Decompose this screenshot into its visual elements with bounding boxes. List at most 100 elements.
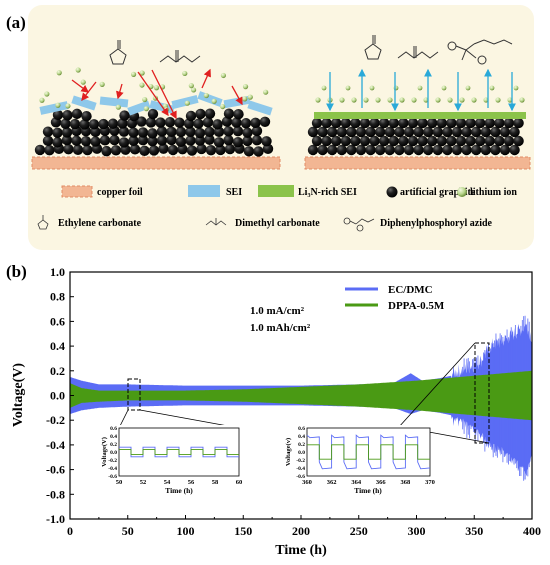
panel-b-label: (b) — [6, 262, 27, 281]
graphite-particle — [398, 117, 409, 129]
inset-x-tick-label: 360 — [302, 479, 312, 486]
graphite-particle — [253, 146, 264, 157]
blue-arrows — [326, 68, 516, 112]
graphite-particle — [427, 135, 438, 147]
graphite-particle — [185, 110, 197, 122]
inset-y-tick-label: 0.0 — [110, 450, 117, 456]
graphite-particle — [194, 127, 206, 139]
y-tick-label: -0.8 — [46, 487, 65, 501]
graphite-particle — [340, 135, 351, 147]
y-tick-label: -0.6 — [46, 463, 65, 477]
graphite-particle — [156, 126, 168, 137]
legend-sei-label: SEI — [226, 187, 242, 198]
graphite-particle — [407, 117, 419, 129]
graphite-particle — [175, 136, 187, 148]
inset-2-traces — [306, 434, 431, 470]
lithium-ion — [315, 97, 321, 103]
graphite-particle — [331, 117, 342, 129]
sei-fragment — [171, 94, 199, 110]
right-electrode-scene — [304, 35, 531, 170]
graphite-particle — [465, 117, 476, 129]
lithium-ion — [321, 85, 327, 91]
lithium-ion — [143, 106, 149, 112]
graphite-particle — [61, 134, 73, 146]
graphite-particle — [81, 110, 92, 122]
inset-1-ylabel: Voltage(V) — [101, 437, 108, 467]
graphite-particle — [195, 108, 206, 120]
inset-y-tick-label: -0.6 — [296, 474, 305, 480]
x-tick-label: 100 — [177, 524, 195, 538]
graphite-particle — [417, 135, 428, 147]
lithium-ion — [495, 97, 501, 103]
legend-ec-icon — [37, 215, 49, 230]
copper-foil-left — [31, 156, 281, 170]
legend-lithium-swatch — [457, 187, 467, 197]
graphite-particle — [427, 117, 438, 129]
graphite-particle — [139, 145, 150, 157]
graphite-particle — [52, 137, 63, 148]
graphite-particle — [231, 117, 242, 128]
ethylene-carbonate-molecule-left — [109, 40, 127, 65]
graphite-particle — [63, 144, 74, 155]
legend-label-ecdmc: EC/DMC — [388, 284, 433, 296]
inset-trace-dppa — [307, 444, 430, 460]
graphite-particle — [490, 126, 501, 138]
graphite-particle — [436, 135, 447, 147]
y-tick-label: 1.0 — [50, 265, 65, 279]
graphite-particle — [52, 127, 63, 138]
lithium-ion — [471, 97, 477, 103]
inset-2-xlabel: Time (h) — [354, 486, 382, 495]
lithium-ion — [188, 83, 194, 89]
x-tick-label: 0 — [67, 524, 73, 538]
graphite-particle — [365, 126, 376, 138]
graphite-particle — [369, 117, 380, 129]
lithium-ion — [99, 81, 105, 87]
red-arrow — [71, 79, 90, 93]
graphite-particle — [61, 127, 73, 138]
panel-a-background — [28, 5, 534, 250]
graphite-particle — [350, 117, 361, 129]
legend-sei-swatch — [188, 185, 220, 197]
graphite-particle — [350, 135, 361, 147]
lithium-ion — [190, 87, 197, 93]
copper-foil-right — [304, 156, 531, 170]
graphite-particle — [204, 126, 215, 138]
graphite-particle — [232, 136, 244, 148]
graphite-particle — [164, 116, 176, 128]
graphite-particle — [432, 144, 443, 156]
inset-y-tick-label: 0.4 — [110, 434, 117, 440]
lithium-ion — [184, 100, 190, 106]
axis-ticks: 0 50 100 150 200 250 300 350 400 -1.0 -0.8 -0.6 -0.4… — [46, 265, 541, 538]
zoom-box-1 — [127, 378, 141, 411]
graphite-particle — [204, 134, 215, 145]
graphite-particle — [513, 135, 524, 147]
graphite-particle — [446, 117, 457, 129]
lithium-ion — [182, 70, 188, 77]
inset-x-tick-label: 54 — [164, 479, 171, 486]
graphite-particle — [398, 135, 409, 147]
graphite-particle — [90, 136, 101, 147]
lithium-ion — [56, 70, 62, 76]
graphite-particle — [327, 126, 338, 138]
graphite-particle — [499, 126, 511, 138]
lithium-ion — [375, 97, 381, 103]
graphite-particle — [403, 144, 415, 156]
inset-2: Voltage(v) Time (h) 360 362 364 366 368 370 0.… — [280, 425, 435, 495]
inset-y-tick-label: -0.2 — [108, 458, 117, 464]
y-tick-label: 0.4 — [50, 339, 65, 353]
lithium-ion — [142, 96, 148, 103]
graphite-particle — [484, 117, 495, 129]
lithium-ion — [263, 89, 269, 95]
lithium-ion — [441, 85, 447, 91]
graphite-particle — [250, 117, 261, 129]
graphite-particle — [413, 144, 424, 156]
sei-fragment — [71, 95, 97, 111]
graphite-particle — [475, 135, 486, 147]
lithium-ions-left — [39, 67, 269, 113]
graphite-particle — [167, 144, 179, 156]
graphite-particle — [375, 144, 386, 156]
graphite-particle — [490, 144, 501, 156]
dppa-molecule-right — [447, 39, 513, 65]
inset-y-tick-label: -0.4 — [296, 466, 305, 472]
x-tick-label: 400 — [523, 524, 541, 538]
